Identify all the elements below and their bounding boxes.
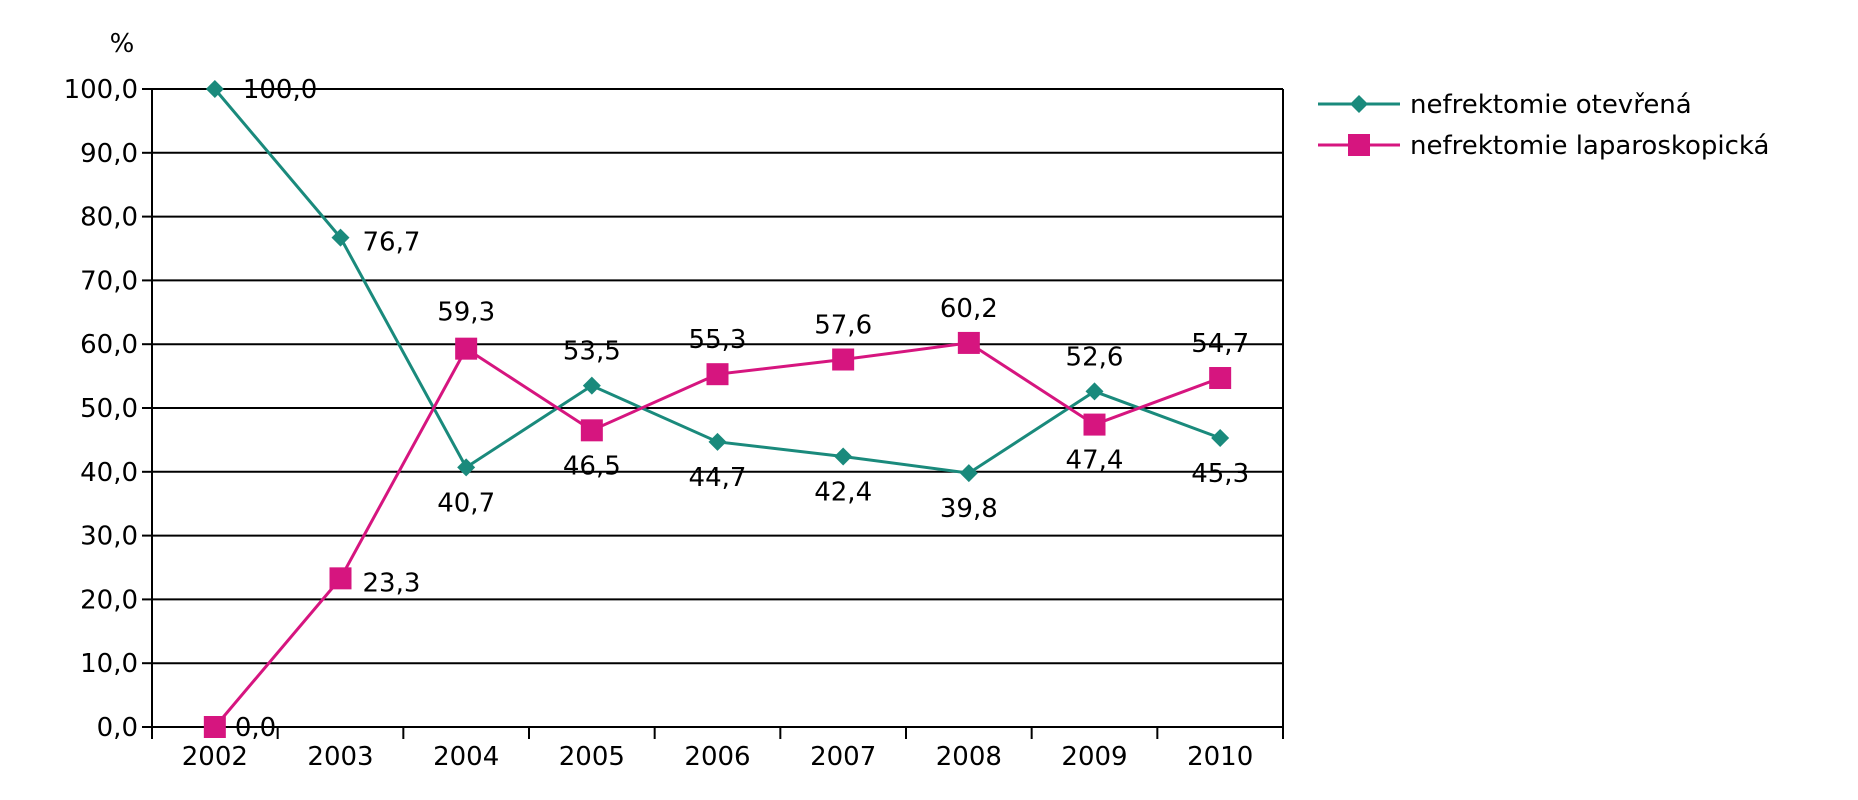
y-tick-label: 50,0	[80, 394, 138, 424]
legend-entry: nefrektomie otevřená	[1318, 90, 1692, 120]
data-point-square	[832, 348, 855, 371]
data-point-square	[203, 716, 226, 738]
data-point-square	[580, 419, 603, 442]
data-label: 55,3	[689, 325, 747, 355]
data-point-square	[1083, 413, 1106, 436]
data-label: 42,4	[814, 477, 872, 507]
x-tick-label: 2003	[307, 742, 373, 772]
x-tick-label: 2005	[559, 742, 625, 772]
legend: nefrektomie otevřená nefrektomie laparosk…	[1318, 90, 1769, 161]
legend-label: nefrektomie otevřená	[1410, 90, 1692, 120]
data-point-square	[329, 567, 352, 590]
legend-entry: nefrektomie laparoskopická	[1318, 131, 1769, 161]
data-point-square	[957, 331, 980, 354]
data-point-diamond	[582, 376, 601, 395]
data-label: 100,0	[243, 75, 317, 105]
data-label: 44,7	[689, 463, 747, 493]
x-tick-label: 2009	[1061, 742, 1127, 772]
x-tick-label: 2007	[810, 742, 876, 772]
data-label: 23,3	[363, 568, 421, 598]
y-tick-label: 30,0	[80, 522, 138, 552]
data-label: 52,6	[1066, 342, 1124, 372]
data-label: 45,3	[1191, 459, 1249, 489]
grid-lines	[152, 88, 1283, 728]
data-label: 0,0	[235, 713, 276, 743]
data-point-square	[455, 337, 478, 360]
data-label: 46,5	[563, 451, 621, 481]
x-tick-label: 2010	[1187, 742, 1253, 772]
data-point-diamond	[1350, 95, 1368, 113]
data-point-square	[1209, 367, 1232, 390]
data-point-diamond	[205, 80, 224, 98]
data-point-diamond	[959, 464, 978, 483]
y-tick-label: 10,0	[80, 649, 138, 679]
data-point-square	[706, 363, 729, 386]
data-label: 40,7	[437, 488, 495, 518]
data-point-diamond	[1211, 428, 1230, 447]
data-point-square	[1348, 134, 1370, 156]
data-label: 60,2	[940, 294, 998, 324]
y-tick-label: 90,0	[80, 139, 138, 169]
series-open	[205, 80, 1230, 483]
y-tick-label: 60,0	[80, 330, 138, 360]
data-point-diamond	[457, 458, 476, 477]
y-tick-label: 40,0	[80, 458, 138, 488]
data-label: 47,4	[1066, 446, 1124, 476]
data-point-diamond	[331, 228, 350, 247]
y-axis-unit-label: %	[110, 29, 135, 59]
data-label: 39,8	[940, 494, 998, 524]
data-point-diamond	[708, 432, 727, 451]
series-layer	[203, 80, 1232, 738]
data-label: 76,7	[363, 228, 421, 258]
y-tick-label: 20,0	[80, 585, 138, 615]
y-tick-label: 70,0	[80, 266, 138, 296]
legend-label: nefrektomie laparoskopická	[1410, 131, 1769, 161]
data-labels: 100,0 76,7 40,7 53,5 44,7 42,4 39,8 52,6 45,3 0,0…	[235, 75, 1249, 743]
data-label: 53,5	[563, 337, 621, 367]
x-tick-label: 2006	[684, 742, 750, 772]
data-point-diamond	[1085, 382, 1104, 401]
data-label: 59,3	[437, 298, 495, 328]
series-laparoscopic	[203, 331, 1232, 738]
axes: 0,0 10,0 20,0 30,0 40,0 50,0 60,0 70,0 80,0 90,0 1…	[64, 75, 1284, 772]
x-tick-label: 2002	[182, 742, 248, 772]
y-tick-label: 80,0	[80, 203, 138, 233]
y-tick-label: 0,0	[97, 713, 138, 743]
x-tick-label: 2004	[433, 742, 499, 772]
x-tick-label: 2008	[936, 742, 1002, 772]
y-tick-label: 100,0	[64, 75, 138, 105]
data-point-diamond	[834, 447, 853, 466]
data-label: 54,7	[1191, 329, 1249, 359]
data-label: 57,6	[814, 311, 872, 341]
